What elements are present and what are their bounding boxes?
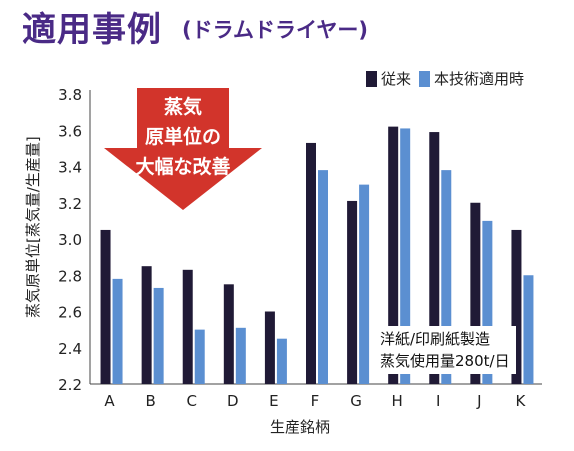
bar-new [482,220,493,384]
bar-new [235,327,246,384]
bar-old [223,284,234,384]
y-tick-label: 3.6 [58,122,82,140]
bar-new [441,170,452,384]
bar-new [153,287,164,384]
bar-new [276,338,287,384]
x-tick-label: K [516,392,527,410]
x-tick-label: B [145,392,155,410]
x-tick-label: G [350,392,362,410]
legend-swatch-new [419,70,431,87]
bar-old [388,126,399,384]
x-axis-label: 生産銘柄 [270,418,331,436]
y-tick-label: 2.8 [58,267,82,285]
bar-old [182,269,193,384]
bar-old [306,142,316,384]
x-tick-label: F [311,392,320,410]
bar-old [470,202,481,384]
legend-item-new: 本技術適用時 [419,68,524,89]
y-tick-label: 3.4 [58,159,82,177]
y-tick-label: 3.0 [58,231,82,249]
x-tick-label: E [269,392,278,410]
bar-new [400,128,411,384]
x-tick-label: A [104,392,115,410]
bar-new [194,329,205,384]
bar-new [359,184,370,384]
callout-arrow [104,88,262,210]
bar-old [100,229,111,384]
bar-old [141,266,152,384]
x-tick-label: I [436,392,440,410]
callout-text: 蒸気 原単位の 大幅な改善 [128,92,238,182]
x-tick-label: H [392,392,403,410]
legend-item-old: 従来 [366,68,411,89]
legend: 従来 本技術適用時 [366,68,532,89]
legend-swatch-old [366,70,377,87]
bar-old [264,311,275,384]
chart-title: 適用事例 [22,10,162,50]
legend-label-old: 従来 [381,70,412,88]
y-tick-label: 3.8 [58,86,82,104]
y-tick-label: 2.6 [58,304,82,322]
bar-old [511,229,522,384]
note-line: 洋紙/印刷紙製造 [380,330,491,348]
callout-line: 蒸気 [163,96,202,118]
x-tick-label: D [227,392,239,410]
callout-line: 原単位の [144,126,221,148]
y-tick-label: 2.2 [58,376,82,394]
chart-subtitle: (ドラムドライヤー) [182,18,368,42]
x-tick-label: C [186,392,196,410]
bar-new [112,278,123,384]
bar-new [523,275,534,384]
x-tick-label: J [476,392,481,410]
y-tick-label: 3.2 [58,195,82,213]
callout-line: 大幅な改善 [135,156,231,178]
annotation-note: 洋紙/印刷紙製造 蒸気使用量280t/日 [374,326,516,374]
legend-label-new: 本技術適用時 [434,70,525,88]
y-tick-label: 2.4 [58,340,82,358]
note-line: 蒸気使用量280t/日 [380,352,510,370]
bar-old [429,132,440,384]
bar-old [347,200,358,384]
bar-new [318,170,328,384]
y-axis-label: 蒸気原単位[蒸気量/生産量] [24,136,42,318]
